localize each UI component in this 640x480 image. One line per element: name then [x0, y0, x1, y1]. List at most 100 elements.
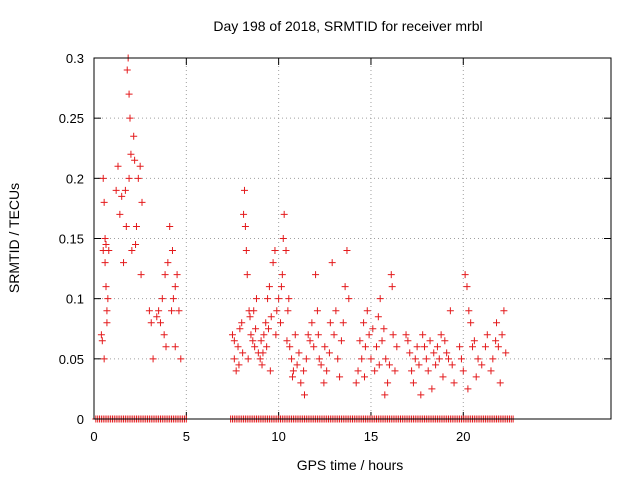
x-tick-label: 10 [271, 429, 285, 444]
data-point [426, 337, 434, 345]
data-point [168, 247, 176, 255]
data-point [308, 319, 316, 327]
data-point [264, 325, 272, 333]
data-point [328, 259, 336, 267]
data-point [171, 343, 179, 351]
data-point [325, 349, 333, 357]
data-point [378, 337, 386, 345]
data-point [156, 319, 164, 327]
data-point [381, 391, 389, 399]
data-point [251, 343, 259, 351]
data-point [246, 313, 254, 321]
y-axis-label: SRMTID / TECUs [6, 183, 22, 293]
data-point [264, 295, 272, 303]
x-tick-label: 0 [90, 429, 97, 444]
data-point [406, 349, 414, 357]
data-point [456, 343, 464, 351]
data-point [160, 331, 168, 339]
data-point [258, 361, 266, 369]
data-point [249, 337, 257, 345]
data-point [363, 307, 371, 315]
data-point [98, 337, 106, 345]
data-point [267, 313, 275, 321]
data-point [432, 361, 440, 369]
data-point [376, 295, 384, 303]
data-point [417, 391, 425, 399]
data-point [132, 241, 140, 249]
data-point [500, 307, 508, 315]
data-point [102, 241, 110, 249]
data-point [361, 373, 369, 381]
data-point [276, 319, 284, 327]
data-point [478, 361, 486, 369]
data-point [260, 331, 268, 339]
data-point [336, 373, 344, 381]
data-point [306, 337, 314, 345]
data-point [415, 361, 423, 369]
data-point [243, 271, 251, 279]
data-point [419, 331, 427, 339]
data-point [314, 331, 322, 339]
data-point [137, 271, 145, 279]
data-point [354, 367, 362, 375]
data-point [271, 247, 279, 255]
data-point [411, 355, 419, 363]
data-point [391, 367, 399, 375]
data-point [489, 355, 497, 363]
data-point [387, 271, 395, 279]
data-point [238, 319, 246, 327]
data-point [494, 343, 502, 351]
data-point [158, 295, 166, 303]
data-point [97, 331, 105, 339]
data-point [437, 331, 445, 339]
y-tick-label: 0.05 [59, 352, 84, 367]
data-point [446, 307, 454, 315]
data-point [168, 307, 176, 315]
data-point [498, 331, 506, 339]
data-point [131, 156, 139, 164]
y-tick-label: 0.15 [59, 232, 84, 247]
data-point [147, 319, 155, 327]
data-point [313, 307, 321, 315]
data-point [469, 343, 477, 351]
data-point [266, 367, 274, 375]
data-point [166, 222, 174, 230]
data-point [128, 247, 136, 255]
data-point [326, 319, 334, 327]
x-tick-label: 15 [364, 429, 378, 444]
data-point [343, 247, 351, 255]
data-point [439, 373, 447, 381]
data-point [312, 271, 320, 279]
data-point [273, 307, 281, 315]
data-point [361, 343, 369, 351]
data-point [459, 367, 467, 375]
data-point [481, 343, 489, 351]
data-point [162, 343, 170, 351]
data-point [103, 307, 111, 315]
data-point [334, 355, 342, 363]
data-point [277, 283, 285, 291]
data-point [457, 355, 465, 363]
data-point [155, 307, 163, 315]
data-point [291, 331, 299, 339]
data-point [315, 355, 323, 363]
data-point [240, 210, 248, 218]
data-point [263, 343, 271, 351]
data-point [332, 307, 340, 315]
data-point [134, 174, 142, 182]
data-point [101, 259, 109, 267]
data-point [360, 319, 368, 327]
data-point [297, 379, 305, 387]
data-point [265, 283, 273, 291]
data-point [330, 331, 338, 339]
data-point [358, 355, 366, 363]
data-point [470, 337, 478, 345]
data-point [252, 325, 260, 333]
data-point [464, 385, 472, 393]
data-point [409, 379, 417, 387]
data-point [257, 337, 265, 345]
data-point [112, 186, 120, 194]
data-point [145, 307, 153, 315]
data-point [404, 337, 412, 345]
